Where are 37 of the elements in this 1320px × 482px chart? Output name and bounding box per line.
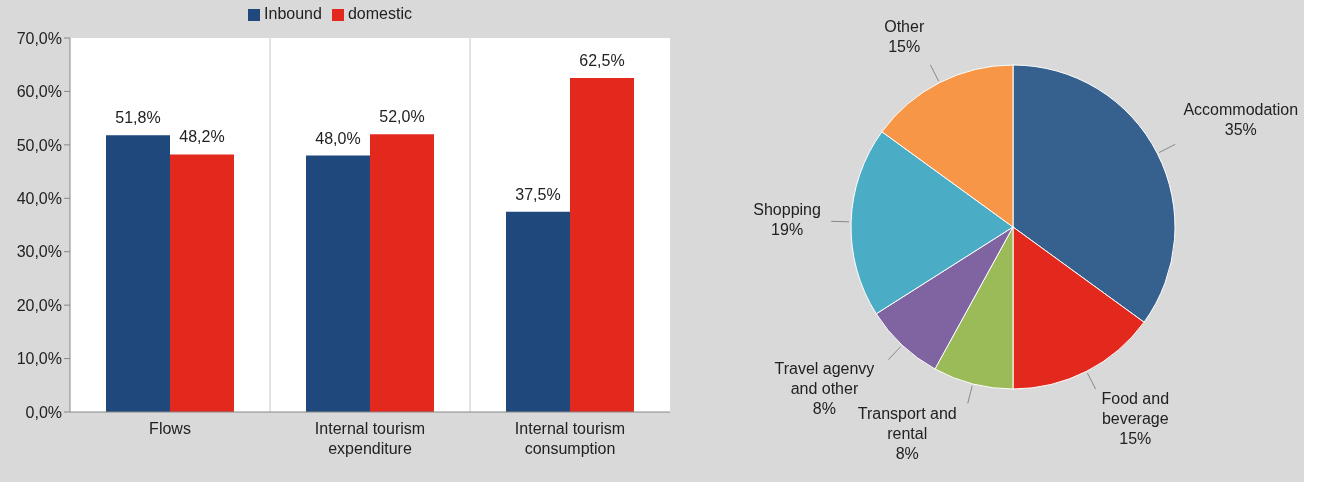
legend-label: Inbound <box>264 5 322 22</box>
data-label: 15% <box>888 37 921 55</box>
data-label: 62,5% <box>579 52 625 70</box>
legend-label: domestic <box>347 5 412 22</box>
x-tick-label: Flows <box>149 420 191 437</box>
bar <box>370 134 434 412</box>
bar <box>306 155 370 412</box>
bar <box>106 135 170 412</box>
slice-label: Travel agenvy and other <box>774 359 875 397</box>
x-tick-label: Internal tourism consumption <box>514 420 626 457</box>
y-tick-label: 30,0% <box>16 243 62 261</box>
data-label: 52,0% <box>379 108 425 126</box>
data-label: 15% <box>1119 430 1152 448</box>
data-label: 48,0% <box>315 129 361 147</box>
y-tick-label: 0,0% <box>25 403 62 421</box>
slice-label: Transport and rental <box>857 405 957 443</box>
slice-label: Other <box>884 17 925 35</box>
x-tick-label: Internal tourism expenditure <box>314 420 426 457</box>
data-label: 35% <box>1224 120 1257 138</box>
slice-label: Food and beverage <box>1101 390 1170 428</box>
data-label: 51,8% <box>115 109 161 127</box>
slice-label: Shopping <box>753 201 821 219</box>
y-tick-label: 60,0% <box>16 83 62 101</box>
data-label: 8% <box>812 399 836 417</box>
bar <box>570 78 634 412</box>
bar <box>170 154 234 412</box>
slice-label: Accommodation <box>1183 100 1299 118</box>
data-label: 37,5% <box>515 185 561 203</box>
y-tick-label: 50,0% <box>16 136 62 154</box>
y-tick-label: 20,0% <box>16 296 62 314</box>
y-tick-label: 40,0% <box>16 189 62 207</box>
bar <box>506 211 570 412</box>
data-label: 8% <box>895 445 919 463</box>
data-label: 48,2% <box>179 128 225 146</box>
data-label: 19% <box>771 221 804 239</box>
y-tick-label: 10,0% <box>16 350 62 368</box>
y-tick-label: 70,0% <box>16 29 62 47</box>
